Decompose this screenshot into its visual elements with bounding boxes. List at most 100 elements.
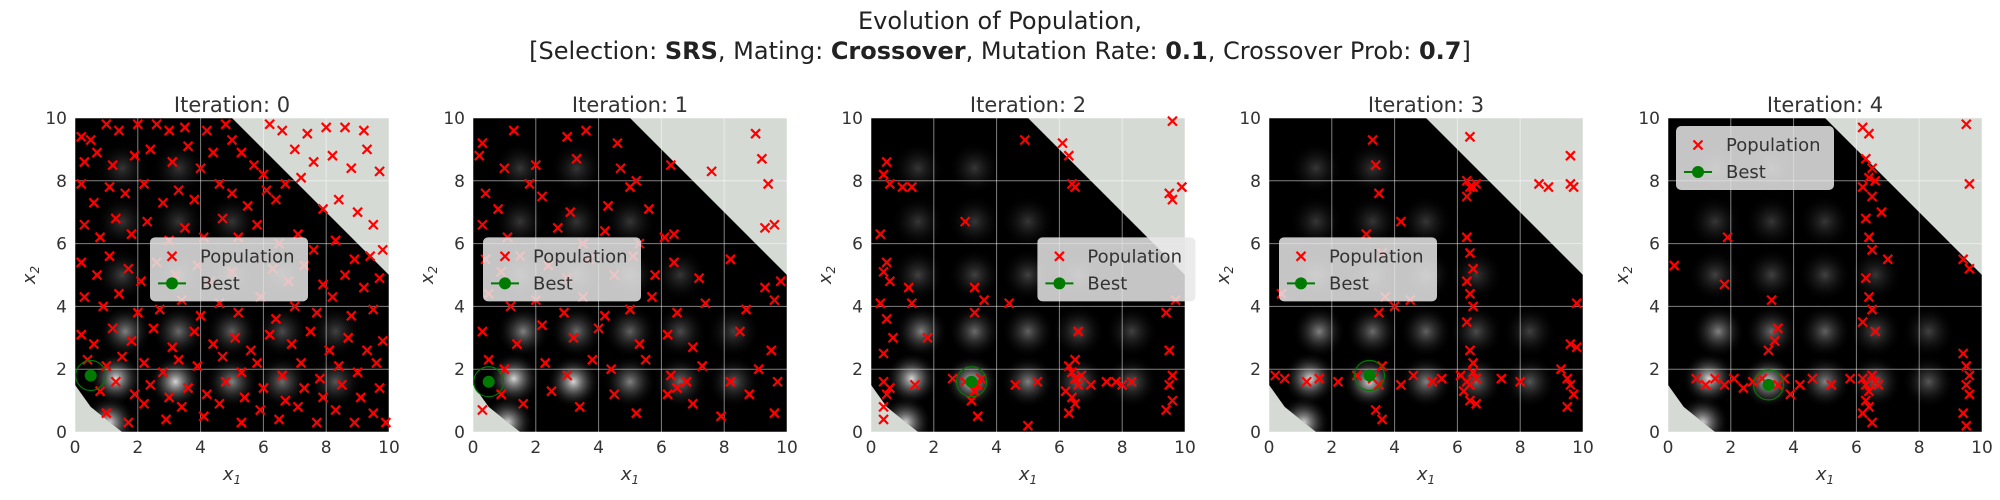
landscape-peak	[255, 304, 309, 359]
population-point	[1279, 373, 1290, 384]
population-point	[643, 203, 655, 215]
population-point	[715, 411, 727, 422]
population-point	[1373, 188, 1385, 199]
population-point	[875, 228, 886, 240]
population-point	[1389, 301, 1400, 312]
population-point	[94, 385, 106, 397]
population-point	[214, 398, 225, 410]
population-point	[775, 276, 786, 287]
population-point	[76, 257, 87, 268]
legend-population-marker	[166, 251, 178, 262]
population-point	[693, 272, 705, 284]
population-point	[1869, 175, 1881, 187]
x-axis-label: x1	[1416, 464, 1435, 487]
population-point	[126, 335, 137, 347]
population-point	[1700, 379, 1711, 391]
population-point	[1458, 385, 1469, 397]
population-point	[602, 200, 614, 212]
population-point	[769, 407, 780, 419]
population-point	[217, 213, 228, 224]
population-point	[668, 257, 680, 268]
best-ring	[75, 359, 107, 392]
population-point	[1069, 373, 1081, 384]
population-point	[766, 345, 777, 356]
y-tick-label: 4	[1649, 297, 1660, 317]
population-point	[233, 307, 244, 318]
population-point	[969, 385, 980, 397]
population-point	[311, 417, 323, 428]
population-point	[317, 203, 329, 215]
subplot-4: 0 2 4 6 8 10 0 2 4 6 8 10 x1 x2 Iteration: 4 Population…	[1612, 93, 1993, 487]
population-point	[477, 219, 488, 231]
y-tick-label: 0	[1250, 423, 1261, 443]
population-point	[352, 206, 363, 218]
population-point	[1964, 389, 1975, 400]
population-point	[1873, 379, 1884, 391]
population-point	[1719, 279, 1730, 290]
population-point	[217, 351, 228, 362]
best-point	[482, 375, 495, 388]
population-point	[1964, 263, 1975, 274]
population-point	[1728, 373, 1740, 384]
legend: Population Best	[1279, 237, 1437, 302]
population-point	[1747, 376, 1759, 388]
population-point	[101, 407, 112, 419]
population-point	[79, 156, 90, 168]
population-point	[1961, 420, 1972, 431]
population-point	[499, 162, 510, 174]
population-point	[1408, 370, 1419, 381]
population-point	[361, 144, 373, 155]
population-point	[687, 398, 699, 410]
line2-suffix: ]	[1461, 37, 1471, 65]
population-point	[101, 119, 112, 130]
population-point	[138, 398, 150, 410]
population-point	[1464, 247, 1476, 259]
population-point	[189, 326, 200, 337]
best-ring	[1752, 369, 1785, 401]
population-point	[101, 360, 112, 372]
landscape-peak	[549, 194, 604, 249]
population-point	[295, 172, 307, 183]
landscape-peak	[1744, 304, 1799, 359]
population-point	[214, 178, 225, 190]
population-point	[167, 341, 178, 353]
x-tick-label: 8	[321, 438, 332, 458]
population-point	[593, 323, 604, 334]
population-point	[352, 367, 363, 378]
population-point	[1533, 178, 1545, 190]
x-tick-label: 4	[195, 438, 206, 458]
population-point	[85, 134, 96, 146]
population-point	[1565, 150, 1576, 161]
population-point	[1395, 216, 1407, 227]
population-point	[336, 379, 348, 391]
legend-box	[1037, 237, 1196, 302]
population-point	[1738, 382, 1749, 394]
population-point	[76, 178, 87, 190]
population-point	[327, 291, 338, 303]
population-point	[1427, 376, 1438, 388]
population-point	[1961, 119, 1972, 130]
population-point	[536, 319, 548, 331]
population-point	[477, 137, 488, 149]
landscape-peak	[1798, 248, 1852, 302]
population-point	[1072, 379, 1084, 391]
population-point	[477, 326, 488, 337]
population-point	[1964, 178, 1975, 190]
population-point	[477, 404, 488, 416]
population-point	[474, 150, 485, 161]
subplot-2: 0 2 4 6 8 10 0 2 4 6 8 10 x1 x2 Iteration: 2 Population…	[815, 93, 1196, 487]
population-point	[135, 276, 147, 287]
landscape-peak	[891, 248, 945, 302]
population-point	[346, 162, 357, 174]
crossover-prob-value: 0.7	[1418, 37, 1462, 65]
population-point	[1826, 379, 1837, 391]
population-point	[1464, 131, 1476, 143]
population-point	[1863, 128, 1875, 139]
population-point	[972, 411, 984, 422]
population-point	[1332, 376, 1344, 388]
x-tick-label: 10	[1971, 438, 1993, 458]
population-point	[744, 389, 755, 400]
population-point	[1373, 379, 1385, 391]
population-point	[1562, 373, 1573, 384]
population-point	[552, 222, 564, 234]
